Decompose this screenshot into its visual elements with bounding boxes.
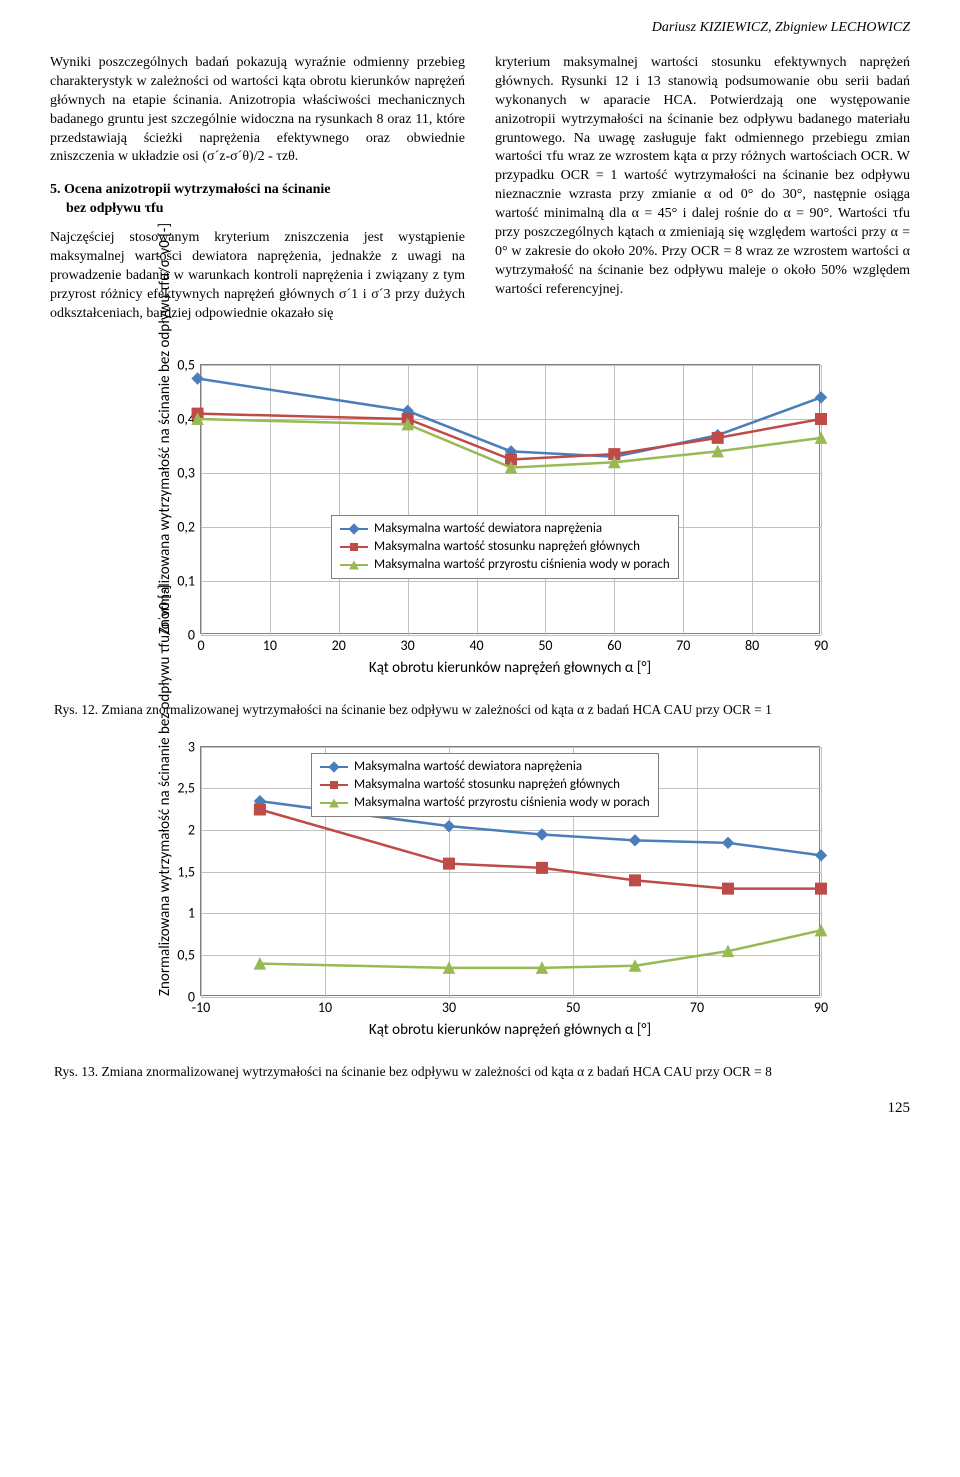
x-tick-label: 40 bbox=[469, 633, 483, 654]
paragraph: Najczęściej stosowanym kryterium zniszcz… bbox=[50, 229, 465, 323]
x-tick-label: 70 bbox=[690, 995, 704, 1016]
legend-item: Maksymalna wartość dewiatora naprężenia bbox=[340, 520, 670, 538]
text-columns: Wyniki poszczególnych badań pokazują wyr… bbox=[50, 54, 910, 334]
legend-label: Maksymalna wartość przyrostu ciśnienia w… bbox=[374, 556, 670, 574]
x-tick-label: 90 bbox=[814, 633, 828, 654]
y-tick-label: 0,1 bbox=[177, 572, 201, 589]
x-tick-label: 70 bbox=[676, 633, 690, 654]
chart-1: 010203040506070809000,10,20,30,40,5Znorm… bbox=[110, 354, 850, 694]
x-axis-label: Kąt obrotu kierunków naprężeń głownych α… bbox=[369, 659, 651, 677]
y-tick-label: 0 bbox=[188, 626, 201, 643]
legend-label: Maksymalna wartość przyrostu ciśnienia w… bbox=[354, 794, 650, 812]
x-tick-label: 50 bbox=[566, 995, 580, 1016]
x-tick-label: 90 bbox=[814, 995, 828, 1016]
legend-item: Maksymalna wartość przyrostu ciśnienia w… bbox=[340, 556, 670, 574]
x-tick-label: 30 bbox=[442, 995, 456, 1016]
paragraph: Wyniki poszczególnych badań pokazują wyr… bbox=[50, 54, 465, 167]
x-tick-label: 10 bbox=[263, 633, 277, 654]
figure-12: 010203040506070809000,10,20,30,40,5Znorm… bbox=[50, 354, 910, 694]
x-tick-label: 80 bbox=[745, 633, 759, 654]
legend-label: Maksymalna wartość dewiatora naprężenia bbox=[374, 520, 602, 538]
y-tick-label: 1,5 bbox=[177, 863, 201, 880]
legend-item: Maksymalna wartość stosunku naprężeń głó… bbox=[320, 776, 650, 794]
legend-label: Maksymalna wartość dewiatora naprężenia bbox=[354, 758, 582, 776]
legend-label: Maksymalna wartość stosunku naprężeń głó… bbox=[374, 538, 640, 556]
legend-item: Maksymalna wartość dewiatora naprężenia bbox=[320, 758, 650, 776]
legend-label: Maksymalna wartość stosunku naprężeń głó… bbox=[354, 776, 620, 794]
chart-2: -10103050709000,511,522,53Znormalizowana… bbox=[110, 736, 850, 1056]
figure-13-caption: Rys. 13. Zmiana znormalizowanej wytrzyma… bbox=[54, 1064, 910, 1080]
plot-area: -10103050709000,511,522,53Znormalizowana… bbox=[200, 746, 820, 996]
heading-text-line2: bez odpływu τfu bbox=[50, 200, 465, 219]
figure-12-caption: Rys. 12. Zmiana znormalizowanej wytrzyma… bbox=[54, 702, 910, 718]
x-tick-label: 50 bbox=[538, 633, 552, 654]
heading-text: Ocena anizotropii wytrzymałości na ścina… bbox=[64, 182, 331, 197]
y-tick-label: 1 bbox=[188, 905, 201, 922]
left-column: Wyniki poszczególnych badań pokazują wyr… bbox=[50, 54, 465, 334]
paragraph: kryterium maksymalnej wartości stosunku … bbox=[495, 54, 910, 300]
legend-item: Maksymalna wartość stosunku naprężeń głó… bbox=[340, 538, 670, 556]
y-tick-label: 0,5 bbox=[177, 946, 201, 963]
figure-13: -10103050709000,511,522,53Znormalizowana… bbox=[50, 736, 910, 1056]
y-tick-label: 0,5 bbox=[177, 356, 201, 373]
x-axis-label: Kąt obrotu kierunków naprężeń głównych α… bbox=[369, 1021, 651, 1039]
author-line: Dariusz KIZIEWICZ, Zbigniew LECHOWICZ bbox=[50, 20, 910, 36]
legend-item: Maksymalna wartość przyrostu ciśnienia w… bbox=[320, 794, 650, 812]
page-number: 125 bbox=[50, 1100, 910, 1117]
x-tick-label: 30 bbox=[401, 633, 415, 654]
y-tick-label: 0,3 bbox=[177, 464, 201, 481]
x-tick-label: 60 bbox=[607, 633, 621, 654]
y-tick-label: 2 bbox=[188, 821, 201, 838]
chart-legend: Maksymalna wartość dewiatora naprężeniaM… bbox=[311, 753, 659, 818]
right-column: kryterium maksymalnej wartości stosunku … bbox=[495, 54, 910, 334]
y-tick-label: 0 bbox=[188, 988, 201, 1005]
x-tick-label: 10 bbox=[318, 995, 332, 1016]
section-heading: 5. Ocena anizotropii wytrzymałości na śc… bbox=[50, 181, 465, 219]
y-axis-label: Znormalizowana wytrzymałość na ścinanie … bbox=[156, 746, 174, 996]
y-tick-label: 0,2 bbox=[177, 518, 201, 535]
x-tick-label: 20 bbox=[332, 633, 346, 654]
chart-legend: Maksymalna wartość dewiatora naprężeniaM… bbox=[331, 515, 679, 580]
y-tick-label: 2,5 bbox=[177, 780, 201, 797]
heading-number: 5. bbox=[50, 182, 61, 197]
y-tick-label: 3 bbox=[188, 738, 201, 755]
plot-area: 010203040506070809000,10,20,30,40,5Znorm… bbox=[200, 364, 820, 634]
